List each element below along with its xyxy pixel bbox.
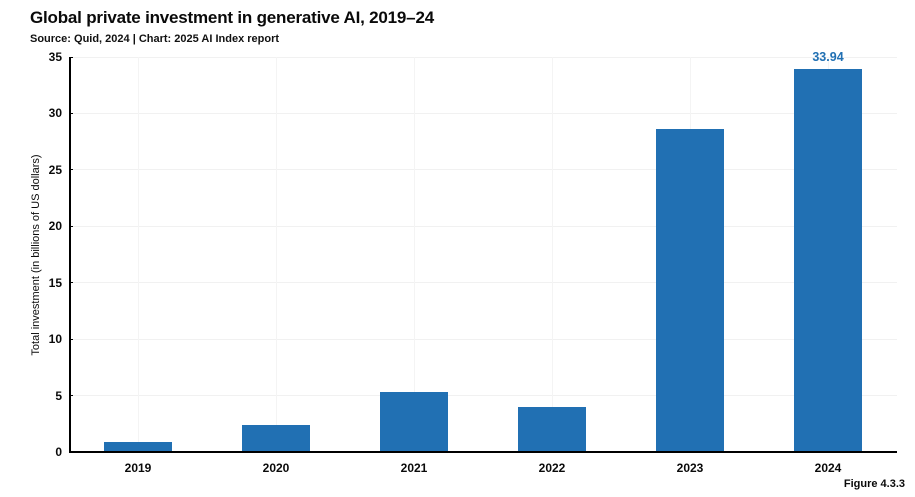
gridline-vertical (275, 57, 277, 452)
gridline-horizontal (69, 169, 897, 171)
y-tick-mark (69, 338, 73, 340)
chart-title: Global private investment in generative … (30, 8, 434, 27)
y-tick-mark (69, 169, 73, 171)
bar-2021 (380, 392, 448, 452)
gridline-vertical (137, 57, 139, 452)
y-tick-label: 15 (48, 275, 62, 290)
bar-2020 (242, 424, 310, 452)
y-tick-label: 10 (48, 332, 62, 347)
bar-value-label-2024: 33.94 (812, 49, 844, 64)
gridline-horizontal (69, 282, 897, 284)
x-tick-label-2024: 2024 (814, 461, 842, 475)
y-tick-label: 35 (48, 50, 62, 64)
bar-2023 (656, 129, 724, 452)
x-tick-label-2023: 2023 (676, 461, 704, 475)
gridline-horizontal (69, 56, 897, 58)
x-tick-label-2020: 2020 (262, 461, 290, 475)
bar-2022 (518, 406, 586, 452)
chart-source-line: Source: Quid, 2024 | Chart: 2025 AI Inde… (30, 33, 280, 45)
gridline-horizontal (69, 225, 897, 227)
plot-area: 0 5 10 15 20 25 30 35 2019 2020 2021 2022 2023 2024 33… (49, 50, 897, 475)
x-tick-label-2022: 2022 (538, 461, 566, 475)
y-tick-mark (69, 225, 73, 227)
y-tick-label: 0 (55, 445, 62, 459)
y-tick-mark (69, 395, 73, 397)
bar-2024 (794, 68, 862, 452)
y-axis-line (69, 57, 71, 452)
x-axis-line (69, 451, 897, 453)
chart-header: Global private investment in generative … (30, 8, 434, 45)
x-tick-label-2019: 2019 (124, 461, 152, 475)
figure-number-label: Figure 4.3.3 (843, 478, 905, 490)
y-tick-label: 5 (55, 388, 62, 403)
gridline-vertical (551, 57, 553, 452)
y-tick-mark (69, 112, 73, 114)
gridline-horizontal (69, 112, 897, 114)
y-tick-mark (69, 282, 73, 284)
bar-2019 (104, 441, 172, 452)
x-tick-label-2021: 2021 (400, 461, 428, 475)
gridline-horizontal (69, 338, 897, 340)
gridline-horizontal (69, 395, 897, 397)
y-axis-title: Total investment (in billions of US doll… (30, 154, 42, 356)
gridline-vertical (413, 57, 415, 452)
y-tick-label: 20 (48, 219, 62, 234)
y-tick-label: 25 (48, 162, 62, 177)
y-tick-label: 30 (48, 106, 62, 121)
y-tick-mark (69, 56, 73, 58)
